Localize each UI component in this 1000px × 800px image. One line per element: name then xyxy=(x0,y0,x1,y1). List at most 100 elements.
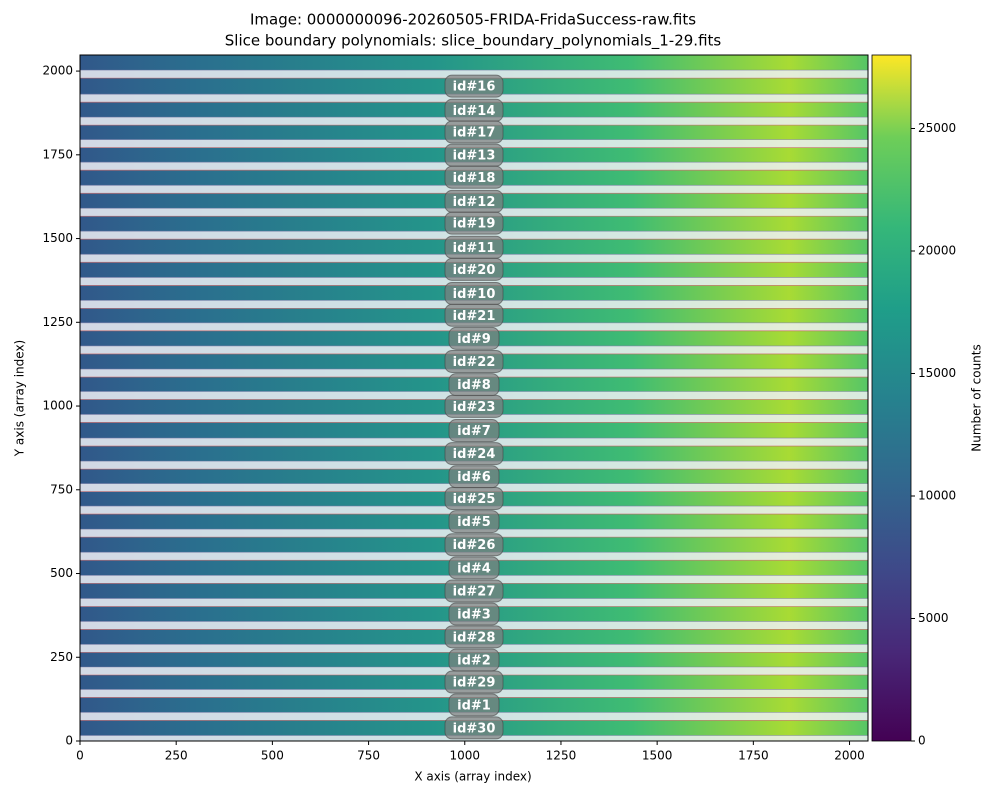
overlay: 0 250 500 750 1000 1250 1500 1750 20000250500750… xyxy=(42,54,956,763)
slice-label: id#24 xyxy=(453,447,496,462)
y-tick-label: 500 xyxy=(50,566,73,580)
label-box xyxy=(444,165,504,189)
label-box xyxy=(444,120,504,144)
x-tick-label: 0 xyxy=(76,749,84,763)
x-tick-label: 250 xyxy=(165,749,188,763)
slice-label: id#12 xyxy=(453,195,496,210)
slice-label: id#26 xyxy=(453,538,496,553)
slice-label: id#18 xyxy=(453,171,496,186)
slice-gap xyxy=(80,322,868,331)
label-box xyxy=(448,510,500,534)
axes-frame xyxy=(79,54,869,742)
y-tick-label: 0 xyxy=(65,734,73,748)
slice-gap xyxy=(80,277,868,286)
slice-gap xyxy=(80,139,868,148)
slice-gap xyxy=(80,712,868,721)
x-tick-label: 2000 xyxy=(834,749,865,763)
slice-label: id#4 xyxy=(457,561,491,576)
label-box xyxy=(448,418,500,442)
label-box xyxy=(444,670,504,694)
label-box xyxy=(444,394,504,418)
slice-label: id#13 xyxy=(453,149,496,164)
label-box xyxy=(448,326,500,350)
slice-label: id#11 xyxy=(453,241,496,256)
slice-label: id#1 xyxy=(457,698,491,713)
x-tick-label: 500 xyxy=(261,749,284,763)
slice-gap xyxy=(80,70,868,79)
slice-gap xyxy=(80,552,868,561)
label-box xyxy=(444,579,504,603)
slice-label: id#20 xyxy=(453,263,496,278)
slice-label: id#23 xyxy=(453,400,496,415)
chart-title: Image: 0000000096-20260505-FRIDA-FridaSu… xyxy=(250,11,696,29)
colorbar-tick-label: 15000 xyxy=(918,366,956,380)
label-box xyxy=(448,556,500,580)
y-axis-label: Y axis (array index) xyxy=(13,340,27,457)
slice-label: id#8 xyxy=(457,378,491,393)
x-tick-label: 1750 xyxy=(738,749,769,763)
y-tick-label: 1250 xyxy=(42,315,73,329)
y-tick-label: 750 xyxy=(50,482,73,496)
label-box xyxy=(444,257,504,281)
colorbar-tick-label: 0 xyxy=(918,734,926,748)
slice-gap xyxy=(80,461,868,470)
label-box xyxy=(444,442,504,466)
colorbar-tick-label: 20000 xyxy=(918,244,956,258)
chart-subtitle: Slice boundary polynomials: slice_bounda… xyxy=(225,32,722,51)
slice-label: id#22 xyxy=(453,355,496,370)
y-tick-label: 2000 xyxy=(42,64,73,78)
slice-label: id#3 xyxy=(457,608,491,623)
x-axis-label: X axis (array index) xyxy=(414,770,531,784)
y-tick-label: 1000 xyxy=(42,399,73,413)
slice-label: id#25 xyxy=(453,492,496,507)
slice-label: id#27 xyxy=(453,584,496,599)
x-tick-label: 750 xyxy=(357,749,380,763)
slice-label: id#28 xyxy=(453,630,496,645)
slice-gap xyxy=(80,438,868,447)
y-tick-label: 1750 xyxy=(42,147,73,161)
slice-gap xyxy=(80,575,868,584)
label-box xyxy=(444,349,504,373)
label-box xyxy=(444,303,504,327)
slice-gap xyxy=(80,185,868,194)
slice-label: id#30 xyxy=(453,721,496,736)
colorbar-label: Number of counts xyxy=(970,344,984,452)
label-box xyxy=(444,74,504,98)
label-box xyxy=(444,211,504,235)
slice-label: id#7 xyxy=(457,424,491,439)
slice-label: id#19 xyxy=(453,217,496,232)
colorbar xyxy=(871,54,912,742)
slice-label: id#2 xyxy=(457,653,491,668)
slice-label: id#16 xyxy=(453,80,496,95)
x-tick-label: 1000 xyxy=(449,749,480,763)
label-box xyxy=(444,533,504,557)
colorbar-tick-label: 10000 xyxy=(918,489,956,503)
slice-gap xyxy=(80,529,868,538)
y-tick-label: 250 xyxy=(50,650,73,664)
slice-label: id#14 xyxy=(453,104,496,119)
slice-label: id#17 xyxy=(453,126,496,141)
x-tick-label: 1500 xyxy=(642,749,673,763)
slice-gap xyxy=(80,231,868,240)
y-tick-label: 1500 xyxy=(42,231,73,245)
x-tick-label: 1250 xyxy=(546,749,577,763)
label-box xyxy=(444,716,504,740)
slice-label: id#29 xyxy=(453,676,496,691)
slice-gap xyxy=(80,644,868,653)
slice-label: id#9 xyxy=(457,332,491,347)
slice-label: id#6 xyxy=(457,470,491,485)
slice-gap xyxy=(80,414,868,423)
slice-gap xyxy=(80,94,868,103)
colorbar-tick-label: 5000 xyxy=(918,611,949,625)
label-box xyxy=(444,486,504,510)
slice-gap xyxy=(80,506,868,515)
label-box xyxy=(444,625,504,649)
slice-gap xyxy=(80,369,868,378)
label-box xyxy=(448,602,500,626)
slice-gap xyxy=(80,345,868,354)
slice-gap xyxy=(80,598,868,607)
slice-label: id#10 xyxy=(453,287,496,302)
slice-label: id#21 xyxy=(453,309,496,324)
colorbar-tick-label: 25000 xyxy=(918,121,956,135)
